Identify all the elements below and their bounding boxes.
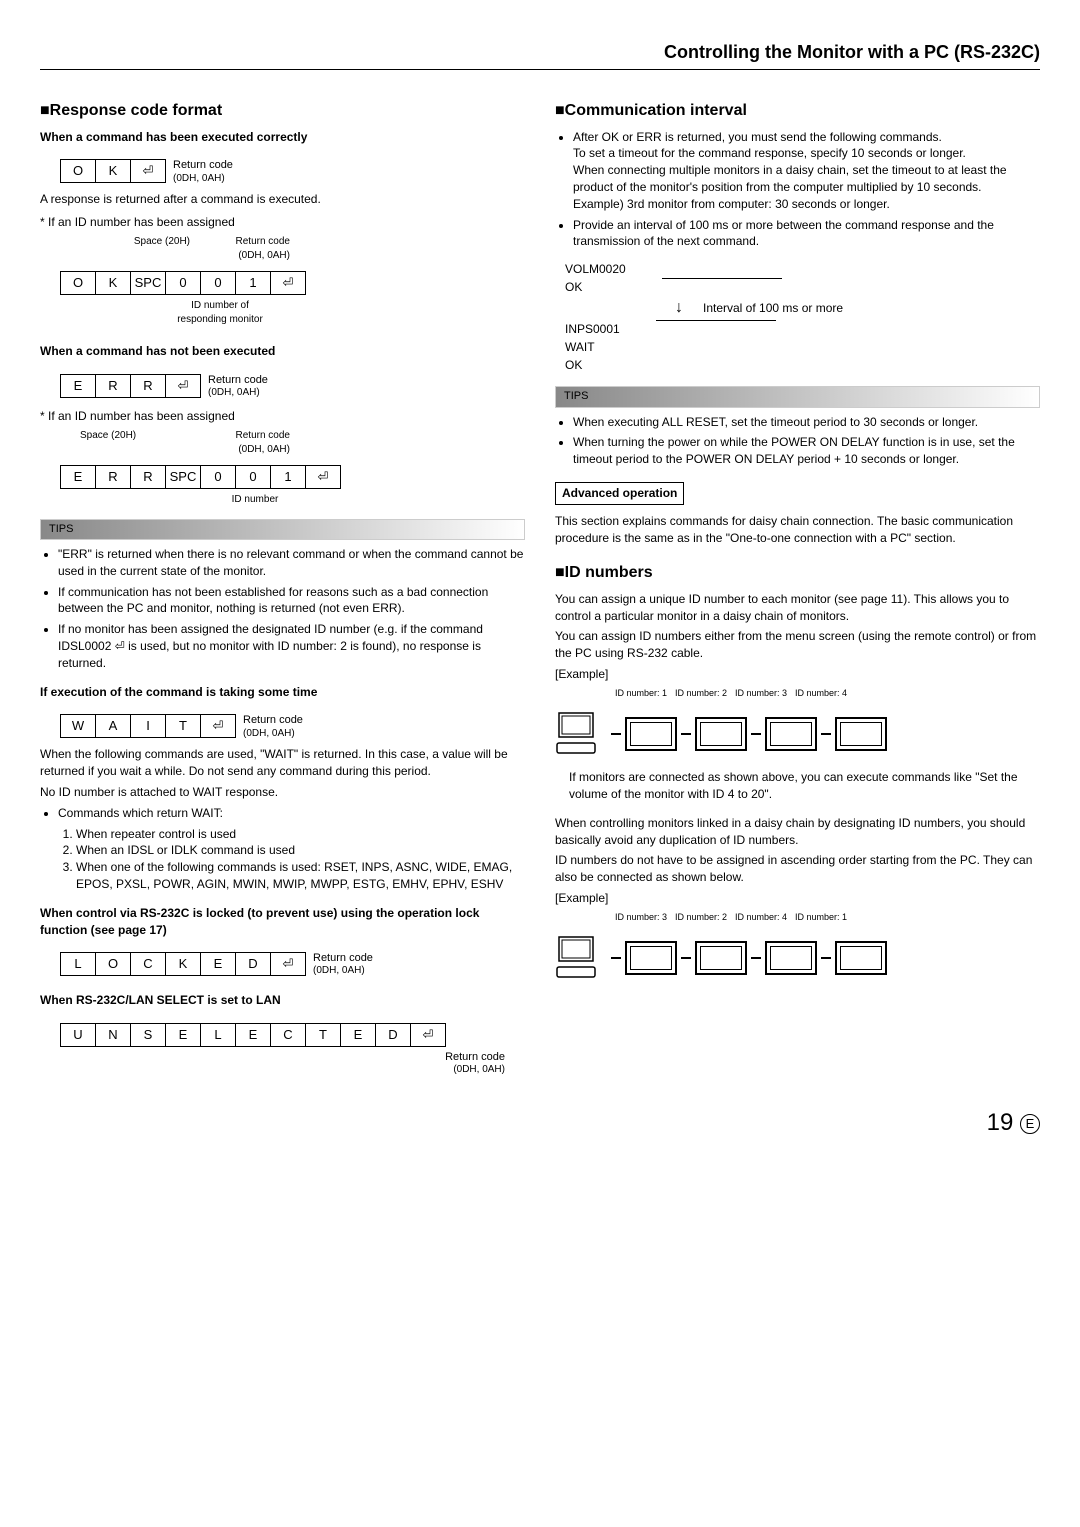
return-code-label-err: Return code (0DH, 0AH) [208, 374, 268, 399]
return-label2: Return code (0DH, 0AH) [190, 235, 290, 263]
comm-interval-title: ■Communication interval [555, 100, 1040, 122]
wait-p1: When the following commands are used, "W… [40, 746, 525, 780]
tips-header-left: TIPS [40, 519, 525, 540]
sub-wait: If execution of the command is taking so… [40, 684, 525, 701]
wait-p2: No ID number is attached to WAIT respons… [40, 784, 525, 801]
comm-bullets: After OK or ERR is returned, you must se… [573, 129, 1040, 251]
sub-not-executed: When a command has not been executed [40, 343, 525, 360]
chain1-note: If monitors are connected as shown above… [569, 769, 1040, 803]
id-p2: You can assign ID numbers either from th… [555, 628, 1040, 662]
monitor-chain2 [555, 933, 1040, 983]
advanced-operation-title: Advanced operation [555, 482, 684, 505]
return-code-label-lan: Return code (0DH, 0AH) [48, 1051, 505, 1076]
tips-list-right: When executing ALL RESET, set the timeou… [573, 414, 1040, 468]
id-p3: When controlling monitors linked in a da… [555, 815, 1040, 849]
response-code-title: ■Response code format [40, 100, 525, 122]
page-header: Controlling the Monitor with a PC (RS-23… [40, 40, 1040, 70]
page-number: 19 E [40, 1106, 1040, 1140]
advanced-text: This section explains commands for daisy… [555, 513, 1040, 547]
wait-command-list: When repeater control is used When an ID… [76, 826, 525, 893]
ok-id-response: O K SPC 0 0 1 ⏎ [60, 271, 525, 295]
tips-header-right: TIPS [555, 386, 1040, 407]
locked-response: L O C K E D ⏎ [60, 952, 305, 976]
chain1-labels: ID number: 1 ID number: 2 ID number: 3 I… [611, 687, 1040, 700]
right-column: ■Communication interval After OK or ERR … [555, 100, 1040, 1076]
unselected-response: U N S E L E C T E D ⏎ [60, 1023, 445, 1047]
space-label: Space (20H) [80, 235, 190, 263]
ok-response: O K ⏎ [60, 159, 165, 183]
id-number-label: ID number [205, 493, 305, 507]
example-label1: [Example] [555, 666, 1040, 683]
page-letter: E [1020, 1114, 1040, 1134]
return-code-label: Return code (0DH, 0AH) [173, 159, 233, 184]
id-assigned-note: * If an ID number has been assigned [40, 214, 525, 231]
chain2-labels: ID number: 3 ID number: 2 ID number: 4 I… [611, 911, 1040, 924]
pc-icon [555, 933, 605, 983]
return-code-label-wait: Return code (0DH, 0AH) [243, 714, 303, 739]
id-p4: ID numbers do not have to be assigned in… [555, 852, 1040, 886]
sub-lan: When RS-232C/LAN SELECT is set to LAN [40, 992, 525, 1009]
pc-icon [555, 709, 605, 759]
response-p1: A response is returned after a command i… [40, 191, 525, 208]
left-column: ■Response code format When a command has… [40, 100, 525, 1076]
id-assigned-note2: * If an ID number has been assigned [40, 408, 525, 425]
id-numbers-title: ■ID numbers [555, 562, 1040, 584]
interval-diagram: VOLM0020 OK ↓ Interval of 100 ms or more… [565, 260, 1040, 374]
return-label3: Return code (0DH, 0AH) [160, 429, 290, 457]
space-label2: Space (20H) [80, 429, 160, 457]
return-code-label-locked: Return code (0DH, 0AH) [313, 952, 373, 977]
id-p1: You can assign a unique ID number to eac… [555, 591, 1040, 625]
sub-executed-correctly: When a command has been executed correct… [40, 129, 525, 146]
wait-response: W A I T ⏎ [60, 714, 235, 738]
tips-list-left: "ERR" is returned when there is no relev… [58, 546, 525, 672]
monitor-chain1 [555, 709, 1040, 759]
err-id-response: E R R SPC 0 0 1 ⏎ [60, 465, 525, 489]
id-responding-label: ID number of responding monitor [170, 299, 270, 327]
sub-locked: When control via RS-232C is locked (to p… [40, 905, 525, 939]
example-label2: [Example] [555, 890, 1040, 907]
err-response: E R R ⏎ [60, 374, 200, 398]
wait-intro: Commands which return WAIT: [58, 805, 525, 822]
